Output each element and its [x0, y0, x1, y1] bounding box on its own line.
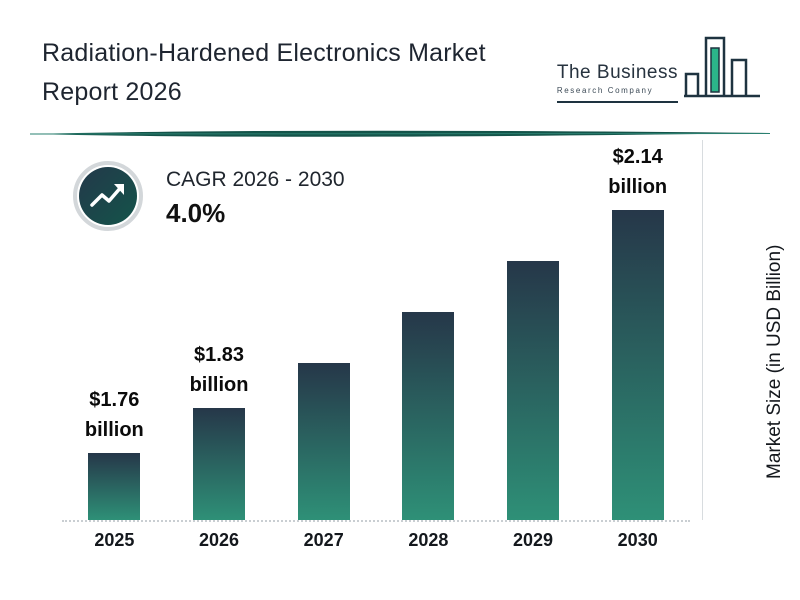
bar-value-label: $1.76 billion	[84, 389, 144, 441]
logo-text: The Business Research Company	[556, 62, 678, 103]
bars: $1.76 billion $1.83 billion $2.14 billion	[62, 140, 690, 520]
bar	[611, 210, 664, 520]
y-axis-title: Market Size (in USD Billion)	[764, 244, 785, 480]
bar-value-label: $2.14 billion	[608, 146, 668, 198]
bar-group	[271, 363, 376, 520]
x-axis-label: 2026	[198, 530, 240, 550]
x-axis-label: 2028	[408, 530, 449, 550]
x-axis-label: 2030	[617, 530, 658, 550]
header: Radiation-Hardened Electronics Market Re…	[42, 34, 542, 112]
bar	[402, 312, 455, 520]
bar	[297, 363, 350, 520]
bar-group: $1.76 billion	[62, 385, 167, 520]
x-axis-label: 2029	[513, 530, 554, 550]
logo-subname: Research Company	[556, 86, 654, 95]
bar	[507, 261, 560, 520]
chart-baseline	[62, 520, 690, 522]
logo-name: The Business	[556, 62, 678, 83]
bar-value-label: $1.83 billion	[189, 344, 249, 396]
bar-chart: $1.76 billion $1.83 billion $2.14 billion	[62, 140, 690, 522]
page-title-line2: Report 2026	[42, 77, 182, 106]
bar	[193, 408, 245, 520]
right-gridline	[702, 140, 703, 520]
cagr-value: 4.0%	[166, 198, 226, 228]
header-divider	[29, 126, 771, 137]
bar-group: $1.83 billion	[167, 340, 272, 520]
x-axis-labels: 2025 2026 2027 2028 2029 2030	[62, 530, 690, 551]
x-axis-label: 2025	[94, 530, 135, 550]
bar-group	[481, 261, 586, 520]
x-axis-label: 2027	[303, 530, 344, 550]
cagr-label: CAGR 2026 - 2030	[166, 168, 345, 191]
company-logo: The Business Research Company	[556, 34, 762, 105]
logo-bar-chart-icon	[684, 34, 762, 105]
page-title-line1: Radiation-Hardened Electronics Market	[42, 39, 486, 67]
bar-group	[376, 312, 481, 520]
growth-arrow-icon	[72, 160, 144, 237]
bar	[88, 453, 141, 520]
bar-group: $2.14 billion	[585, 142, 690, 520]
cagr-badge: CAGR 2026 - 2030 4.0%	[72, 160, 345, 237]
